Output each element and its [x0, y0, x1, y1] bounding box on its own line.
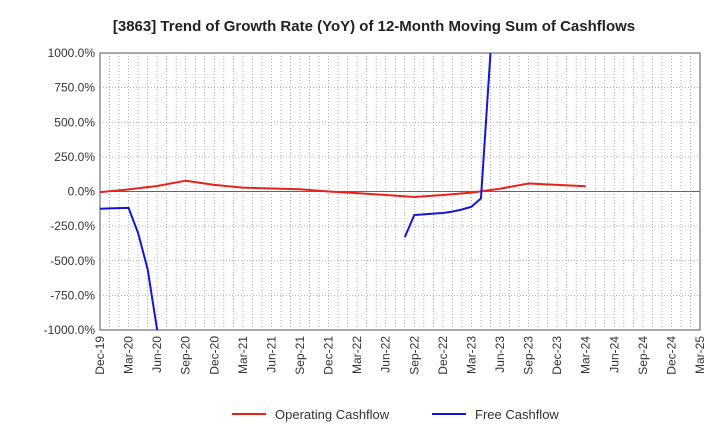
x-tick-label: Dec-20 [207, 336, 221, 375]
x-tick-label: Jun-23 [493, 336, 507, 373]
y-tick-label: -1000.0% [44, 323, 96, 337]
x-tick-label: Mar-20 [122, 336, 136, 374]
y-tick-label: 0.0% [68, 185, 96, 199]
x-tick-label: Sep-22 [407, 336, 421, 375]
series-line-operating-cashflow [100, 179, 586, 199]
y-tick-label: 1000.0% [48, 46, 96, 60]
y-tick-label: -500.0% [50, 254, 95, 268]
x-tick-label: Dec-21 [322, 336, 336, 375]
x-axis: Dec-19 Mar-20 Jun-20 Sep-20 Dec-20 Mar-21 Jun-… [93, 336, 707, 375]
x-tick-label: Jun-24 [607, 336, 621, 373]
y-tick-label: -750.0% [50, 288, 95, 302]
x-tick-label: Mar-25 [693, 336, 707, 374]
legend-label: Operating Cashflow [275, 407, 390, 422]
x-tick-label: Jun-21 [264, 336, 278, 373]
x-tick-label: Mar-22 [350, 336, 364, 374]
series-line-free-cashflow [403, 53, 492, 238]
series-line-free-cashflow [100, 206, 159, 330]
y-tick-label: 750.0% [54, 81, 95, 95]
chart-title: [3863] Trend of Growth Rate (YoY) of 12-… [113, 18, 635, 35]
x-tick-label: Sep-23 [522, 336, 536, 375]
x-tick-label: Dec-23 [550, 336, 564, 375]
x-tick-label: Mar-23 [464, 336, 478, 374]
x-tick-label: Sep-21 [293, 336, 307, 375]
y-axis: 1000.0% 750.0% 500.0% 250.0% 0.0% -250.0% -500… [44, 46, 96, 337]
x-tick-label: Sep-20 [179, 336, 193, 375]
x-tick-label: Jun-22 [379, 336, 393, 373]
x-tick-label: Dec-24 [664, 336, 678, 375]
y-tick-label: 250.0% [54, 150, 95, 164]
x-tick-label: Dec-19 [93, 336, 107, 375]
x-tick-label: Mar-21 [236, 336, 250, 374]
x-tick-label: Dec-22 [436, 336, 450, 375]
legend: Operating Cashflow Free Cashflow [232, 407, 559, 422]
y-tick-label: -250.0% [50, 219, 95, 233]
x-tick-label: Mar-24 [579, 336, 593, 374]
legend-label: Free Cashflow [475, 407, 559, 422]
y-tick-label: 500.0% [54, 115, 95, 129]
x-tick-label: Sep-24 [636, 336, 650, 375]
x-tick-label: Jun-20 [150, 336, 164, 373]
series-lines [100, 53, 586, 330]
